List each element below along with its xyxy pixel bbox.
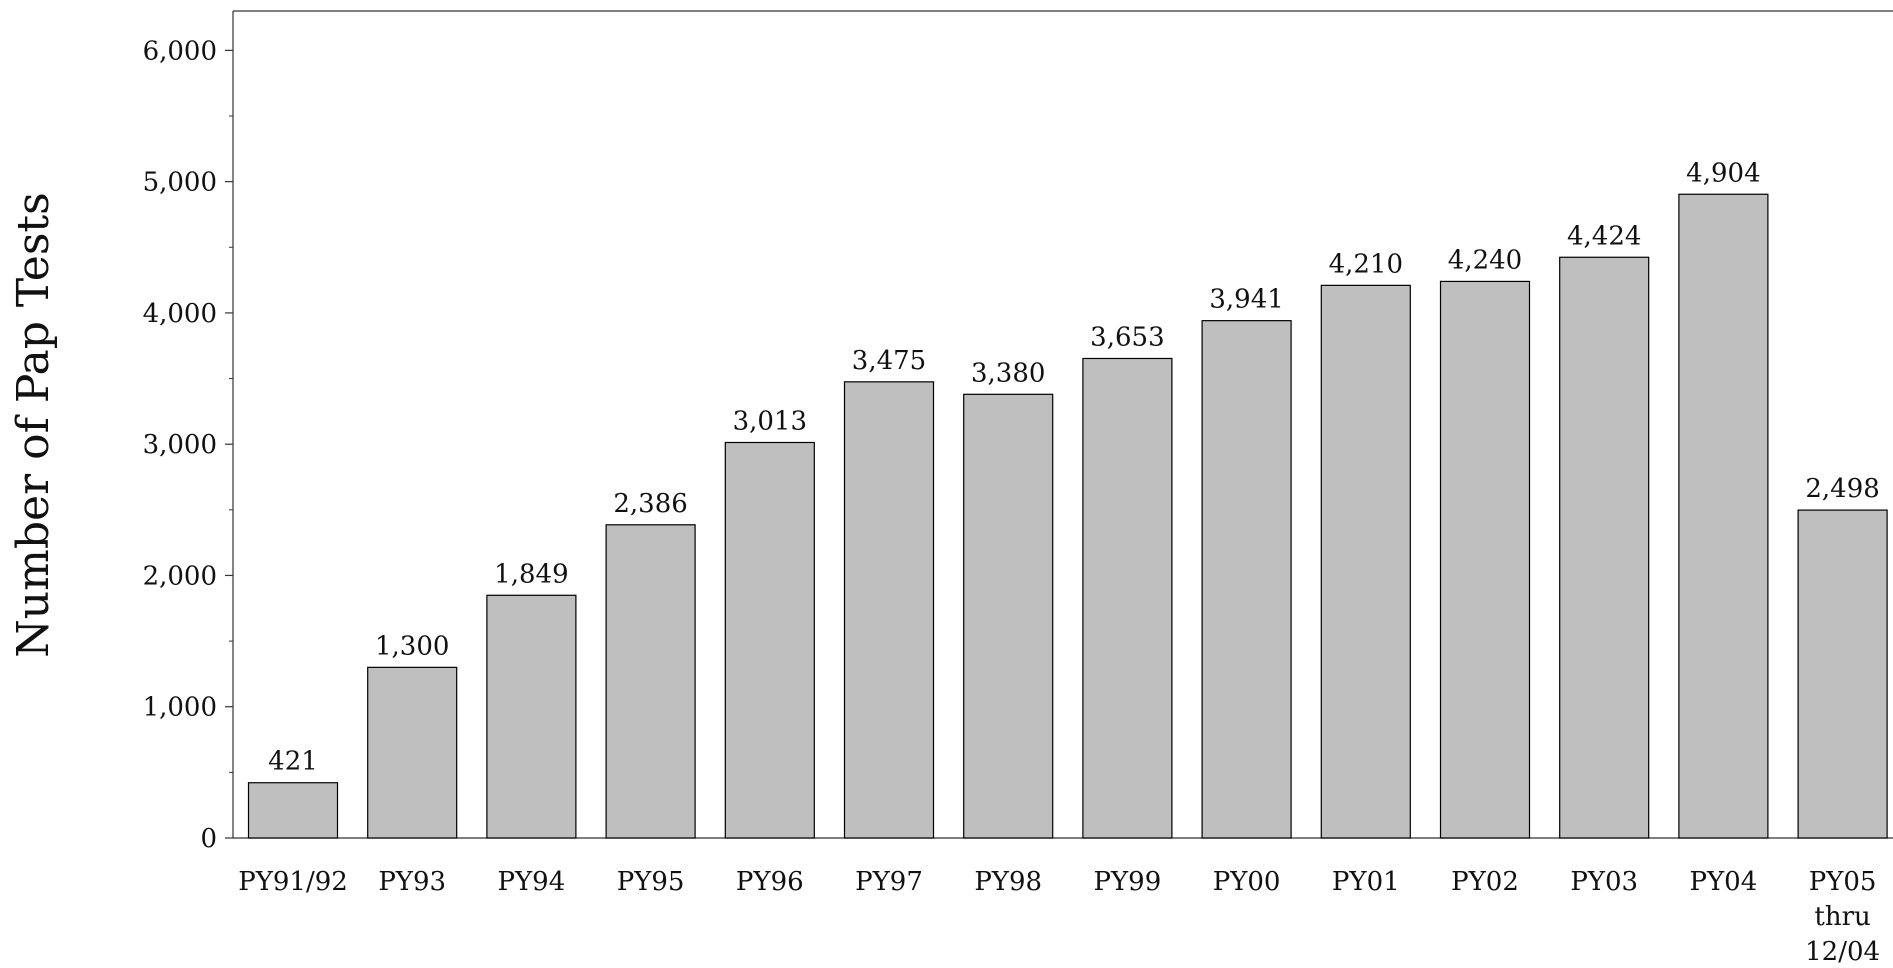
x-tick-label: PY99 (1094, 867, 1162, 897)
data-label: 1,849 (494, 559, 568, 589)
x-tick-label: PY00 (1213, 867, 1281, 897)
bar (247, 782, 339, 839)
x-tick-label: PY04 (1690, 867, 1758, 897)
data-label: 2,386 (613, 489, 687, 519)
y-axis: 0 1,000 2,000 3,000 4,000 5,000 6,000 (143, 36, 233, 854)
y-tick-label: 4,000 (143, 299, 217, 329)
bar (1320, 284, 1411, 839)
y-tick-label: 6,000 (143, 36, 217, 66)
bar (1678, 193, 1769, 839)
bar (486, 594, 577, 839)
data-label: 3,941 (1209, 285, 1283, 315)
data-label: 3,653 (1090, 322, 1164, 352)
bar (963, 393, 1054, 839)
x-tick-label: PY91/92 (238, 867, 348, 897)
x-tick-label: 12/04 (1805, 937, 1880, 967)
y-tick-label: 5,000 (143, 168, 217, 198)
bar (1797, 509, 1888, 839)
bar (1439, 280, 1531, 839)
x-tick-label: PY98 (974, 867, 1042, 897)
x-tick-label: PY93 (378, 867, 446, 897)
y-tick-label: 0 (200, 824, 217, 854)
data-label: 4,240 (1448, 245, 1522, 275)
bar (1559, 256, 1650, 839)
x-tick-label: PY97 (855, 867, 923, 897)
data-label: 4,210 (1329, 249, 1403, 279)
data-label: 4,424 (1567, 221, 1641, 251)
bars (247, 193, 1888, 839)
x-tick-label: thru (1814, 902, 1870, 932)
bar (1201, 320, 1292, 839)
data-labels: 421 1,300 1,849 2,386 3,013 3,475 3,380 3,653 3,… (268, 158, 1880, 776)
data-label: 3,380 (971, 358, 1045, 388)
bar (724, 441, 815, 839)
x-tick-label: PY96 (736, 867, 804, 897)
data-label: 4,904 (1686, 158, 1760, 188)
data-label: 1,300 (375, 631, 449, 661)
bar (843, 381, 935, 839)
data-label: 3,013 (733, 406, 807, 436)
data-label: 421 (268, 747, 318, 777)
x-tick-label: PY95 (617, 867, 685, 897)
x-axis: PY91/92 PY93 PY94 PY95 PY96 PY97 PY98 PY99 PY00 P… (238, 867, 1880, 967)
y-tick-label: 1,000 (143, 693, 217, 723)
bar (367, 666, 458, 839)
y-axis-title: Number of Pap Tests (8, 192, 59, 657)
x-tick-label: PY02 (1451, 867, 1519, 897)
y-tick-label: 3,000 (143, 430, 217, 460)
data-label: 2,498 (1805, 474, 1879, 504)
data-label: 3,475 (852, 346, 926, 376)
x-tick-label: PY01 (1332, 867, 1400, 897)
x-tick-label: PY94 (498, 867, 566, 897)
x-tick-label: PY05 (1809, 867, 1877, 897)
bar (1082, 357, 1173, 839)
x-tick-label: PY03 (1570, 867, 1638, 897)
y-tick-label: 2,000 (143, 561, 217, 591)
bar (605, 524, 696, 839)
